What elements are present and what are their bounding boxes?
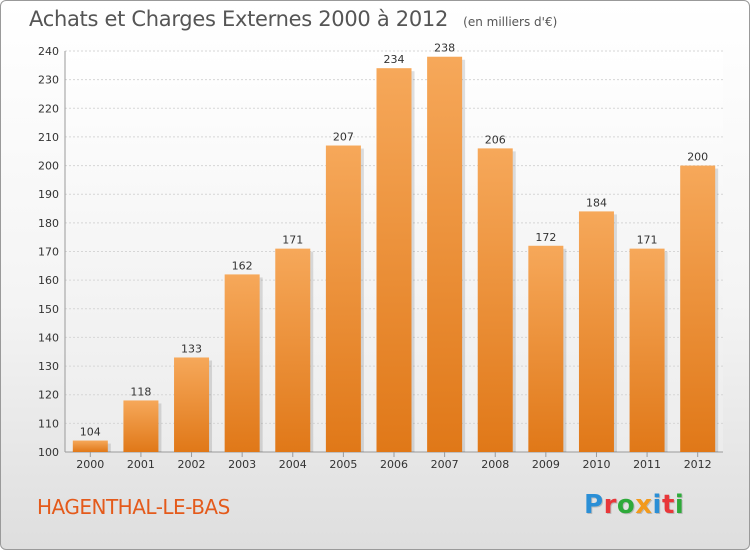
bar: [174, 357, 210, 452]
x-tick-label: 2011: [633, 458, 661, 471]
y-tick-label: 170: [38, 246, 59, 259]
chart-header: Achats et Charges Externes 2000 à 2012 (…: [29, 7, 557, 31]
bar-value-label: 104: [80, 426, 101, 439]
bar-value-label: 171: [282, 234, 303, 247]
bar-value-label: 206: [485, 133, 506, 146]
bar: [427, 56, 463, 452]
y-tick-label: 120: [38, 389, 59, 402]
bar-value-label: 172: [535, 231, 556, 244]
chart-subtitle: (en milliers d'€): [463, 15, 558, 29]
y-tick-label: 140: [38, 331, 59, 344]
commune-name: HAGENTHAL-LE-BAS: [37, 495, 230, 519]
y-tick-label: 190: [38, 188, 59, 201]
bar-value-label: 171: [637, 234, 658, 247]
y-tick-label: 210: [38, 131, 59, 144]
y-tick-label: 240: [38, 45, 59, 58]
x-tick-label: 2004: [279, 458, 307, 471]
bar: [376, 68, 412, 452]
y-tick-label: 100: [38, 446, 59, 459]
bar-value-label: 118: [130, 385, 151, 398]
x-tick-label: 2003: [228, 458, 256, 471]
y-tick-label: 150: [38, 303, 59, 316]
x-tick-label: 2009: [532, 458, 560, 471]
bar-value-label: 234: [384, 53, 405, 66]
bar-value-label: 184: [586, 196, 607, 209]
y-tick-label: 110: [38, 417, 59, 430]
bar: [528, 245, 564, 452]
x-tick-label: 2001: [127, 458, 155, 471]
y-tick-label: 130: [38, 360, 59, 373]
chart-title: Achats et Charges Externes 2000 à 2012: [29, 7, 449, 31]
x-tick-label: 2005: [329, 458, 357, 471]
x-tick-label: 2010: [582, 458, 610, 471]
bar: [224, 274, 260, 452]
x-tick-label: 2002: [178, 458, 206, 471]
bar-value-label: 238: [434, 42, 455, 55]
y-tick-label: 200: [38, 160, 59, 173]
bar-value-label: 162: [232, 259, 253, 272]
x-tick-label: 2008: [481, 458, 509, 471]
x-tick-label: 2012: [684, 458, 712, 471]
bar: [629, 248, 665, 452]
y-tick-label: 230: [38, 74, 59, 87]
bar: [578, 211, 614, 452]
proxiti-logo: Proxiti: [584, 490, 685, 520]
bar: [477, 148, 513, 452]
x-tick-label: 2007: [431, 458, 459, 471]
bar: [123, 400, 159, 452]
bar-value-label: 207: [333, 131, 354, 144]
bar: [680, 165, 716, 453]
y-tick-label: 160: [38, 274, 59, 287]
bar: [72, 440, 108, 452]
y-tick-label: 220: [38, 102, 59, 115]
bar: [325, 145, 361, 452]
bar-value-label: 133: [181, 342, 202, 355]
bar: [275, 248, 311, 452]
x-tick-label: 2006: [380, 458, 408, 471]
y-tick-label: 180: [38, 217, 59, 230]
bar-value-label: 200: [687, 151, 708, 164]
x-tick-label: 2000: [76, 458, 104, 471]
